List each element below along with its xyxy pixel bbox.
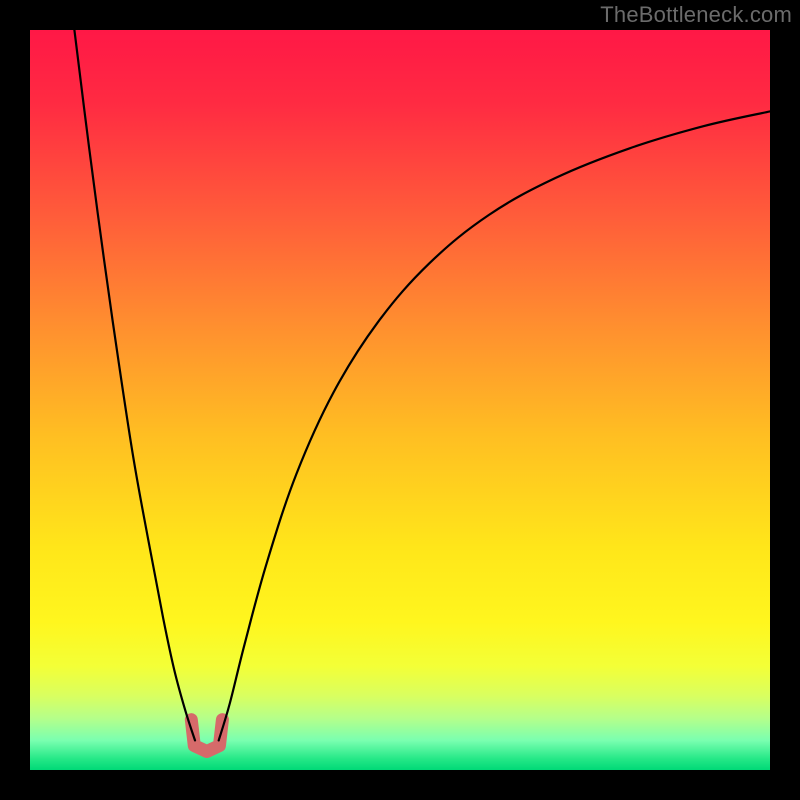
curve-left xyxy=(74,30,195,740)
curve-layer xyxy=(30,30,770,770)
watermark-label: TheBottleneck.com xyxy=(600,2,792,28)
plot-area xyxy=(30,30,770,770)
curve-right xyxy=(219,111,770,740)
chart-frame: TheBottleneck.com xyxy=(0,0,800,800)
u-marker xyxy=(191,720,222,752)
